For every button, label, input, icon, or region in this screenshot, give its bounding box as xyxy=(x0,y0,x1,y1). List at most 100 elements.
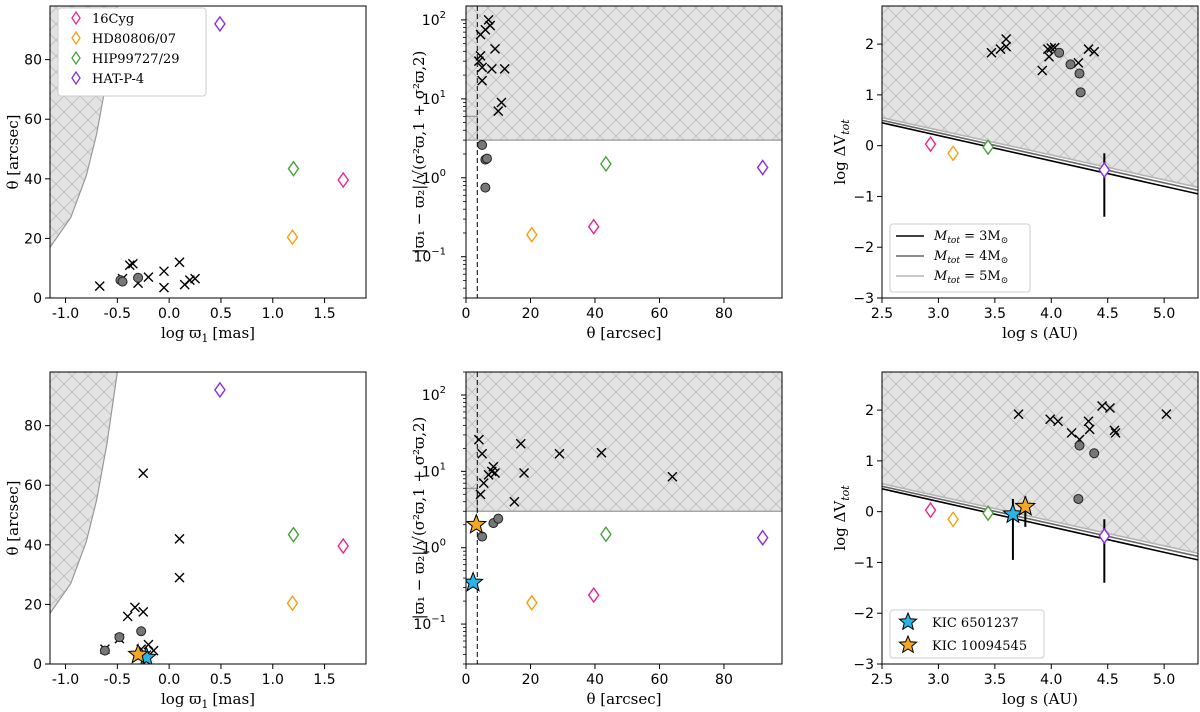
p6-diamond-16cyg xyxy=(924,501,937,519)
legend-star-kic6501237 xyxy=(898,611,918,631)
p2-xlabel: θ [arcsec] xyxy=(587,324,662,342)
p5-cross-6 xyxy=(488,461,499,472)
p4-cross-8 xyxy=(148,645,159,656)
p3-excluded-region xyxy=(882,6,1198,188)
p6-frame xyxy=(881,371,1199,665)
p6-star-kic10094545 xyxy=(1014,495,1037,516)
p1-xtick-label-4: 1.0 xyxy=(262,306,284,322)
p1-circle-1 xyxy=(117,276,128,287)
p3-cross-3 xyxy=(1001,41,1012,52)
p6-xtick-label-1: 3.0 xyxy=(927,672,949,688)
p3-cross-11 xyxy=(1042,44,1053,55)
p5-cross-8 xyxy=(509,496,520,507)
legend-stars-frame xyxy=(889,609,1045,659)
p4-ytick-label-4: 80 xyxy=(24,419,42,435)
p4-ytick-label-1: 20 xyxy=(24,597,42,613)
p2-cross-9 xyxy=(493,106,504,117)
p5-xlabel: θ [arcsec] xyxy=(587,690,662,708)
legend-stars: KIC 6501237 KIC 10094545 xyxy=(889,609,1045,659)
p5-xtick-label-4: 80 xyxy=(715,672,733,688)
p3-diamond-hip9972729 xyxy=(982,138,994,156)
p4-diamond-hatp4 xyxy=(214,381,226,399)
p6-diamond-hatp4 xyxy=(1098,527,1111,545)
p1-cross-7 xyxy=(174,257,185,268)
p5-circle-2 xyxy=(493,513,504,524)
p2-cross-10 xyxy=(496,97,507,108)
p6-circle-0 xyxy=(1074,440,1085,451)
p2-ylabel: |ϖ₁ − ϖ₂|/√(σ²ϖ,1 + σ²ϖ,2) xyxy=(410,51,428,254)
legend-label-4msun: Mtot = 4M⊙ xyxy=(933,249,1008,266)
p1-ylabel: θ [arcsec] xyxy=(4,115,22,190)
p4-xtick-label-1: -0.5 xyxy=(104,672,131,688)
p6-ytick-label-3: 0 xyxy=(865,505,874,521)
p2-step-line xyxy=(466,115,478,141)
p1-frame xyxy=(49,5,367,299)
p5-ytick-exp-1: 0 xyxy=(440,538,446,549)
p4-ytick-label-3: 60 xyxy=(24,478,42,494)
p3-xtick-label-1: 3.0 xyxy=(927,306,949,322)
p2-ytick-exp-1: 0 xyxy=(440,168,446,179)
p6-cross-5 xyxy=(1083,416,1094,427)
p3-xtick-label-3: 4.0 xyxy=(1040,306,1062,322)
p2-xtick-label-4: 80 xyxy=(715,306,733,322)
p2-ytick-exp-0: −1 xyxy=(431,247,446,258)
p5-star-kic10094545 xyxy=(466,513,488,534)
p5-xtick-label-3: 60 xyxy=(651,672,669,688)
p6-xtick-label-3: 4.0 xyxy=(1040,672,1062,688)
panel-3-velocity-vs-separation: 2.5 3.0 3.5 4.0 4.5 5.0 −3 −2 −1 0 1 2 xyxy=(853,5,1199,322)
p6-cross-7 xyxy=(1097,401,1108,412)
p3-cross-6 xyxy=(1046,43,1057,54)
p6-xtick-label-4: 4.5 xyxy=(1097,672,1119,688)
p2-plot-area xyxy=(466,6,782,298)
p3-xtick-label-0: 2.5 xyxy=(871,306,893,322)
p1-ytick-label-4: 80 xyxy=(24,53,42,69)
p5-xtick-label-0: 0 xyxy=(462,672,471,688)
p6-xlabel: log s (AU) xyxy=(1002,690,1078,708)
p3-ytick-label-3: 0 xyxy=(865,139,874,155)
p3-diamond-hd8080607 xyxy=(947,145,959,162)
p2-xtick-label-1: 20 xyxy=(522,306,540,322)
p5-cross-13 xyxy=(667,471,678,482)
p5-ytick-exp-3: 2 xyxy=(440,385,446,396)
p3-ytick-label-4: 1 xyxy=(865,88,874,104)
p6-circle-1 xyxy=(1089,448,1100,459)
legend-label-16cyg: 16Cyg xyxy=(92,12,134,27)
p5-cross-3 xyxy=(478,478,489,489)
p6-cross-9 xyxy=(1109,425,1120,436)
p6-ytick-label-1: −2 xyxy=(853,606,874,622)
p5-ytick-label-3: 102 xyxy=(422,385,446,404)
p5-diamond-hip9972729 xyxy=(600,526,612,543)
p5-plot-area xyxy=(466,372,782,664)
p2-cross-12 xyxy=(475,50,486,61)
p6-xtick-label-2: 3.5 xyxy=(984,672,1006,688)
p4-ylabel: θ [arcsec] xyxy=(4,481,22,556)
p2-diamond-hip9972729 xyxy=(600,155,612,173)
p3-cross-10 xyxy=(1089,46,1100,57)
p3-diamond-16cyg xyxy=(924,135,937,153)
legend-mass: Mtot = 3M⊙ Mtot = 4M⊙ Mtot = 5M⊙ xyxy=(889,223,1031,293)
p1-circle-2 xyxy=(133,272,144,283)
p2-diamond-16cyg xyxy=(587,218,600,235)
legend-star-kic10094545 xyxy=(898,634,918,654)
p2-cross-11 xyxy=(499,63,510,74)
p5-cross-9 xyxy=(515,438,526,449)
p1-xlabel: log ϖ1 [mas] xyxy=(161,324,255,345)
p4-xtick-label-3: 0.5 xyxy=(210,672,232,688)
p3-xtick-label-2: 3.5 xyxy=(984,306,1006,322)
p3-cross-4 xyxy=(1037,65,1048,76)
p2-frame xyxy=(465,5,783,299)
p5-cross-1 xyxy=(475,489,486,500)
p6-bound-line-5msun xyxy=(882,482,1198,555)
p2-ytick-exp-3: 2 xyxy=(440,10,446,21)
p2-circle-3 xyxy=(480,182,491,193)
legend-label-hd80806: HD80806/07 xyxy=(92,32,176,47)
p6-plot-area xyxy=(882,372,1198,583)
p3-cross-1 xyxy=(995,44,1006,55)
p1-ytick-label-1: 20 xyxy=(24,231,42,247)
p5-diamond-16cyg xyxy=(587,586,600,604)
p1-diamond-16cyg xyxy=(337,171,350,189)
p1-cross-4 xyxy=(143,272,154,283)
p3-ytick-label-1: −2 xyxy=(853,240,874,256)
